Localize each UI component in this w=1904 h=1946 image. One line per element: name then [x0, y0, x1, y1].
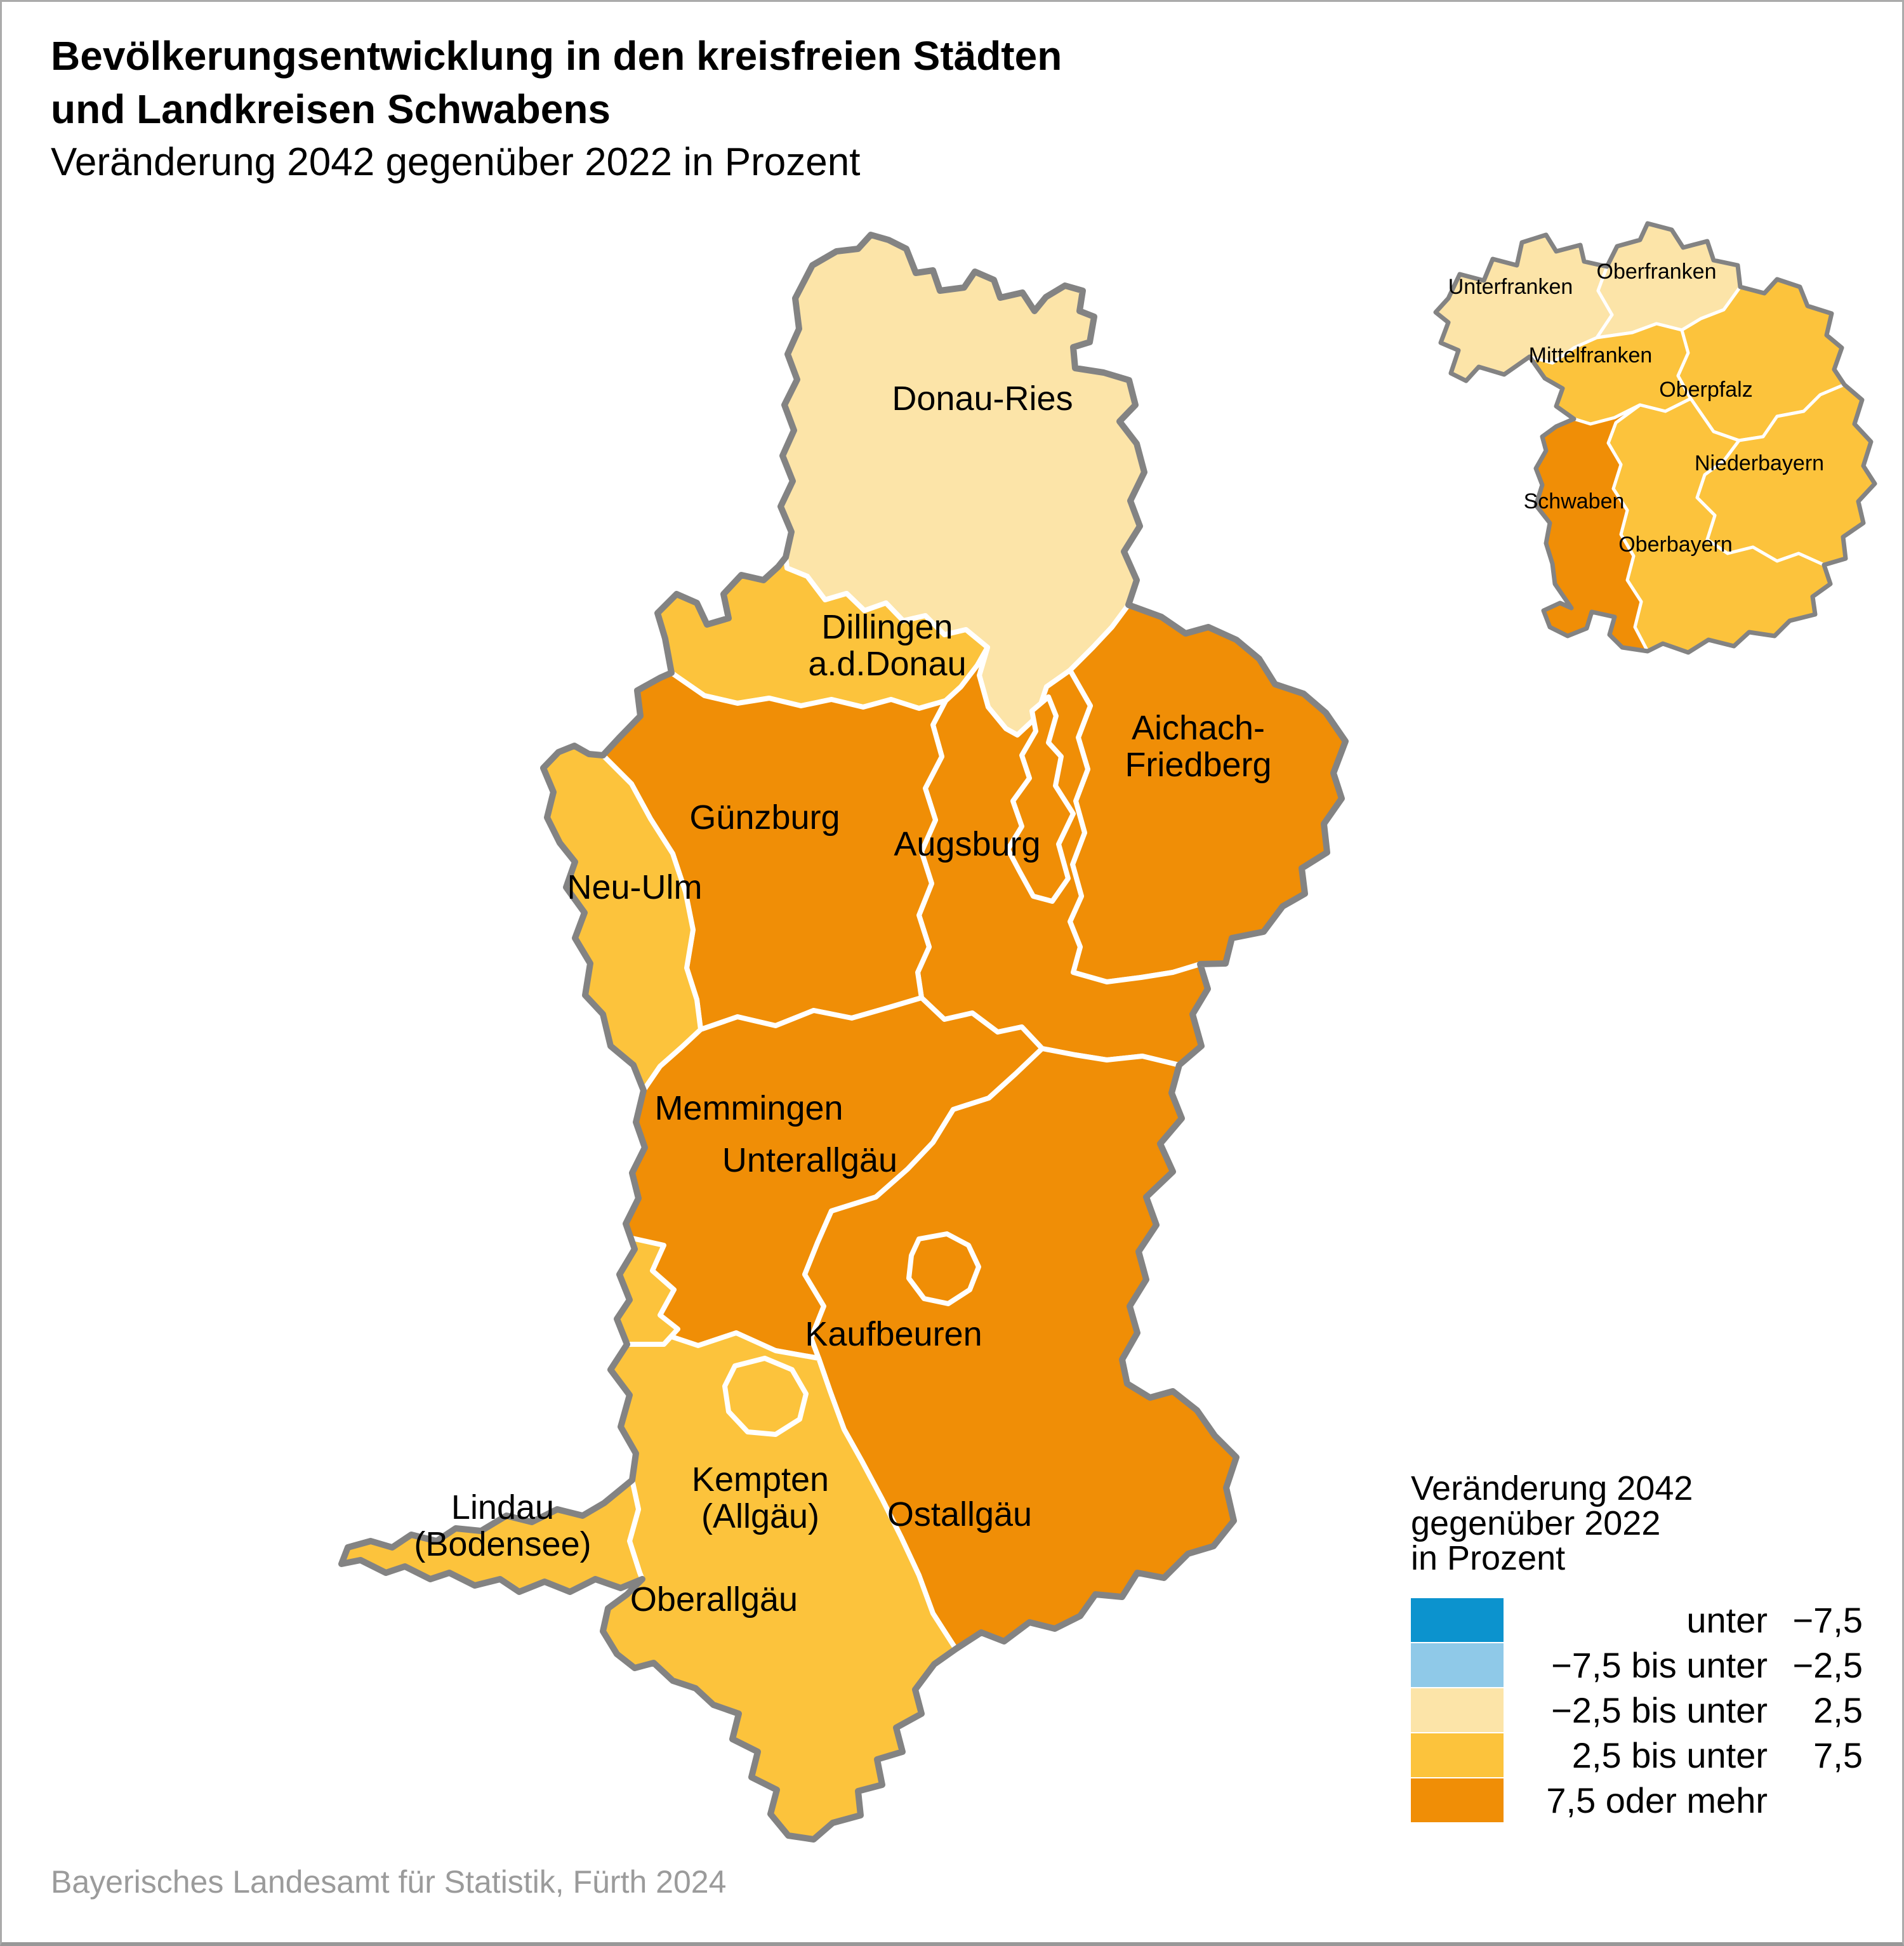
district-label-memmingen: Memmingen — [654, 1089, 843, 1127]
inset-label-oberfranken: Oberfranken — [1596, 260, 1717, 284]
inset-label-mittelfranken: Mittelfranken — [1528, 343, 1653, 367]
region-kempten-city — [722, 1356, 809, 1437]
legend-row: −2,5 bis unter 2,5 — [1411, 1688, 1863, 1732]
legend-value-label: 7,5 — [1813, 1735, 1863, 1775]
legend-range-label: −2,5 bis unter — [1551, 1690, 1768, 1730]
district-label-ostallgaeu: Ostallgäu — [887, 1495, 1033, 1533]
legend-swatch-under-minus75 — [1411, 1598, 1504, 1642]
main-map-schwaben — [338, 232, 1349, 1843]
legend-range-label: 7,5 oder mehr — [1546, 1780, 1768, 1820]
region-aichach-friedberg — [1068, 602, 1348, 984]
inset-label-niederbayern: Niederbayern — [1694, 451, 1825, 475]
legend-range-label: −7,5 bis unter — [1551, 1645, 1768, 1685]
district-label-augsburg: Augsburg — [894, 825, 1041, 863]
legend-value-label — [1768, 1780, 1863, 1821]
inset-label-oberbayern: Oberbayern — [1618, 533, 1733, 557]
legend-title: Veränderung 2042 gegenüber 2022 in Proze… — [1411, 1469, 1693, 1577]
district-label-donau-ries: Donau-Ries — [892, 380, 1073, 418]
source-note: Bayerisches Landesamt für Statistik, Für… — [51, 1864, 727, 1900]
district-label-aichach-friedberg: Aichach- Friedberg — [1125, 709, 1272, 784]
legend-row: 7,5 oder mehr — [1411, 1778, 1863, 1822]
inset-label-unterfranken: Unterfranken — [1448, 275, 1573, 299]
legend-row: unter −7,5 — [1411, 1598, 1863, 1642]
inset-map-bavaria — [1433, 221, 1877, 655]
legend-value-label: −7,5 — [1792, 1600, 1863, 1640]
legend-swatch-minus25-to-25 — [1411, 1688, 1504, 1732]
page-title-line1: Bevölkerungsentwicklung in den kreisfrei… — [51, 33, 1062, 79]
district-label-dillingen: Dillingen a.d.Donau — [808, 608, 967, 683]
district-label-kempten: Kempten (Allgäu) — [691, 1460, 830, 1535]
district-label-oberallgaeu: Oberallgäu — [630, 1580, 798, 1618]
legend-range-label: 2,5 bis unter — [1571, 1735, 1768, 1775]
district-label-neu-ulm: Neu-Ulm — [567, 868, 703, 906]
inset-map-outer-boundary — [1433, 221, 1877, 655]
legend-swatch-minus75-to-minus25 — [1411, 1643, 1504, 1687]
district-label-guenzburg: Günzburg — [689, 798, 840, 837]
main-map-outer-boundary — [338, 232, 1349, 1843]
page-title: Bevölkerungsentwicklung in den kreisfrei… — [51, 29, 1062, 136]
district-label-lindau: Lindau (Bodensee) — [414, 1488, 592, 1563]
legend-range-label: unter — [1686, 1600, 1768, 1640]
page-title-line2: und Landkreisen Schwabens — [51, 86, 611, 132]
page-subtitle: Veränderung 2042 gegenüber 2022 in Proze… — [51, 140, 861, 184]
district-label-kaufbeuren: Kaufbeuren — [805, 1315, 982, 1353]
legend-swatch-25-to-75 — [1411, 1733, 1504, 1777]
legend-value-label: 2,5 — [1813, 1690, 1863, 1730]
inset-label-schwaben: Schwaben — [1523, 489, 1625, 513]
legend-value-label: −2,5 — [1792, 1645, 1863, 1685]
legend: unter −7,5 −7,5 bis unter −2,5 −2,5 bis … — [1411, 1598, 1863, 1824]
legend-swatch-75-or-more — [1411, 1778, 1504, 1822]
inset-label-oberpfalz: Oberpfalz — [1659, 378, 1753, 402]
region-augsburg-city-enclave — [1005, 694, 1076, 904]
region-kaufbeuren-city — [906, 1231, 981, 1306]
district-label-unterallgaeu: Unterallgäu — [722, 1141, 898, 1179]
legend-row: 2,5 bis unter 7,5 — [1411, 1733, 1863, 1777]
legend-row: −7,5 bis unter −2,5 — [1411, 1643, 1863, 1687]
